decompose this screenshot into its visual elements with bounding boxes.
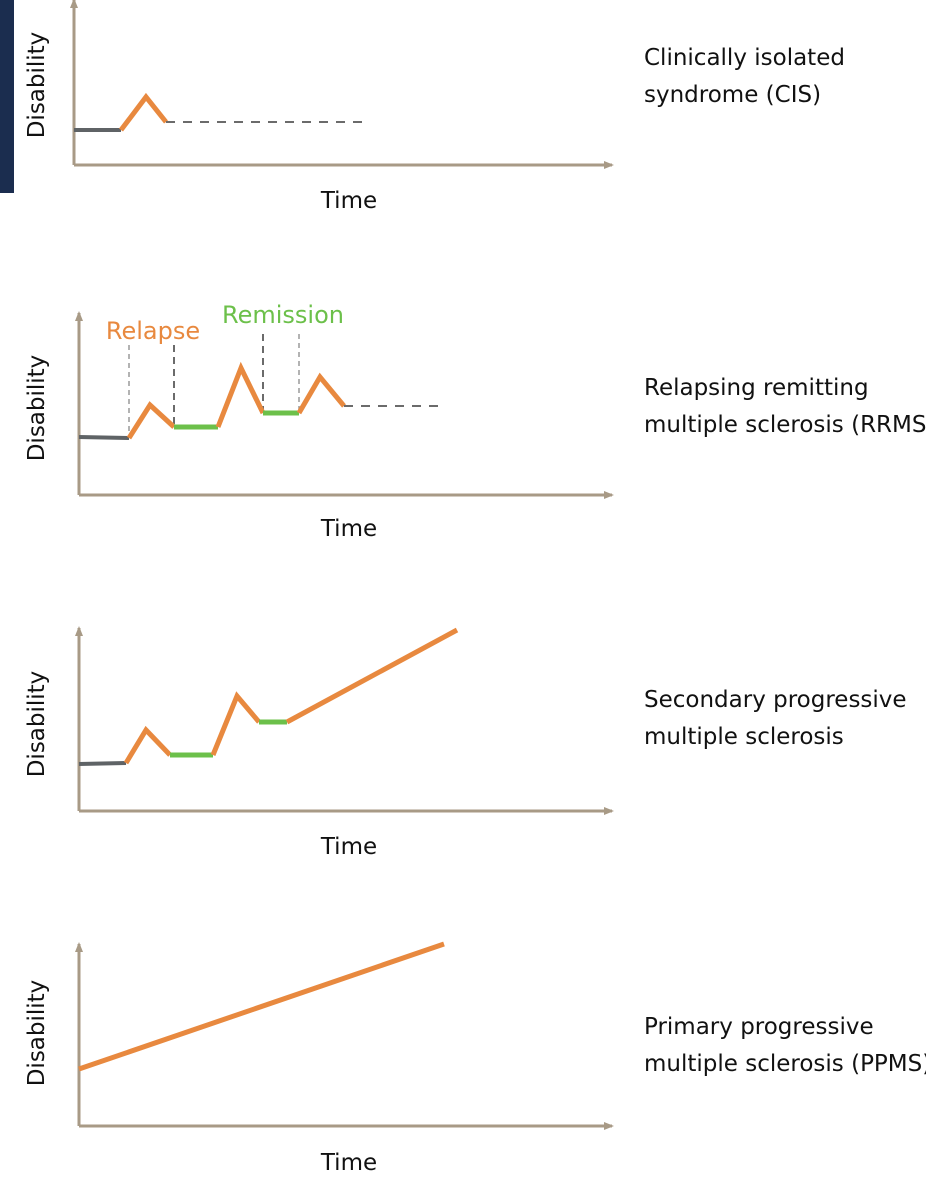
progression-line — [78, 941, 445, 1072]
x-axis-label: Time — [320, 516, 377, 542]
relapse-label: Relapse — [106, 317, 200, 345]
corner-tab — [0, 0, 14, 193]
x-axis-label: Time — [320, 834, 377, 860]
relapse-line — [296, 372, 346, 415]
panel-title-line-1: Secondary progressive — [644, 687, 907, 713]
relapse-line — [119, 92, 168, 132]
relapse-line — [123, 725, 172, 765]
x-axis-label: Time — [320, 188, 377, 214]
panel-title-line-1: Primary progressive — [644, 1014, 874, 1040]
panel-title-line-1: Clinically isolated — [644, 45, 845, 71]
panel-ppms: Disability Time Primary progressive mult… — [24, 941, 926, 1176]
relapse-line — [215, 361, 266, 428]
baseline-segment — [78, 435, 130, 440]
y-axis-label: Disability — [24, 671, 50, 778]
relapse-line — [126, 401, 176, 440]
panel-title-line-2: multiple sclerosis (PPMS) — [644, 1051, 926, 1077]
panel-title-line-2: syndrome (CIS) — [644, 82, 821, 108]
progression-line — [285, 627, 459, 725]
x-axis-label: Time — [320, 1150, 377, 1176]
relapse-line — [210, 691, 261, 756]
panel-rrms: Disability Time Relapse Remission Relaps… — [24, 301, 926, 542]
panel-spms: Disability Time Secondary progressive mu… — [24, 626, 907, 860]
y-axis-label: Disability — [24, 32, 50, 139]
y-axis-label: Disability — [24, 355, 50, 462]
panel-title-line-2: multiple sclerosis — [644, 724, 844, 750]
remission-label: Remission — [222, 301, 344, 329]
y-axis-label: Disability — [24, 980, 50, 1087]
baseline-segment — [78, 761, 127, 766]
panel-title-line-2: multiple sclerosis (RRMS — [644, 412, 926, 438]
panel-title-line-1: Relapsing remitting — [644, 375, 869, 401]
panel-cis: Disability Time Clinically isolated synd… — [24, 0, 845, 214]
